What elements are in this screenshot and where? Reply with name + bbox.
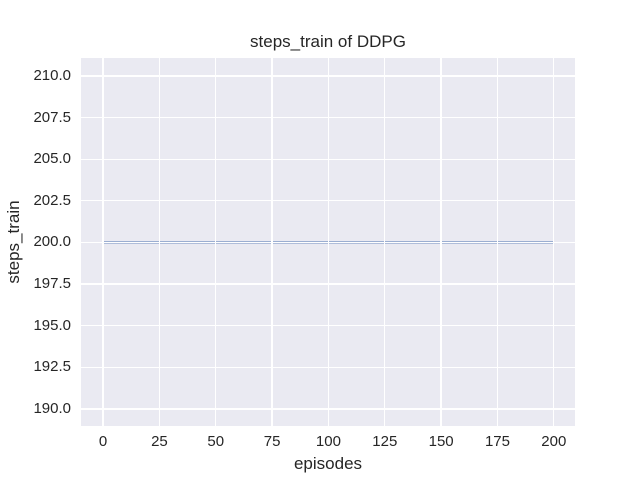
x-tick-label: 125 — [372, 433, 398, 450]
x-axis-label: episodes — [293, 454, 363, 473]
gridline-horizontal — [81, 116, 575, 119]
y-tick-label: 197.5 — [33, 275, 71, 293]
gridline-horizontal — [81, 241, 575, 244]
plot-area — [81, 58, 575, 426]
gridline-horizontal — [81, 366, 575, 368]
y-tick-label: 205.0 — [33, 150, 71, 168]
x-tick-label: 50 — [207, 433, 225, 450]
y-tick-label: 200.0 — [33, 233, 71, 251]
y-tick-label: 210.0 — [33, 66, 71, 84]
gridline-horizontal — [81, 158, 575, 160]
x-tick-label: 0 — [98, 433, 108, 450]
gridline-horizontal — [81, 75, 575, 77]
x-tick-label: 200 — [541, 433, 567, 450]
x-tick-label: 175 — [484, 433, 510, 450]
x-tick-label: 100 — [315, 433, 341, 450]
gridline-horizontal — [81, 200, 575, 202]
gridline-horizontal — [81, 283, 575, 285]
y-tick-label: 190.0 — [33, 399, 71, 417]
y-tick-label: 207.5 — [33, 108, 71, 126]
y-tick-label: 202.5 — [33, 191, 71, 209]
gridline-horizontal — [81, 324, 575, 327]
y-tick-label: 192.5 — [33, 358, 71, 376]
gridline-horizontal — [81, 408, 575, 410]
y-tick-label: 195.0 — [33, 316, 71, 334]
x-tick-label: 75 — [263, 433, 281, 450]
chart-title: steps_train of DDPG — [250, 32, 406, 51]
x-tick-label: 25 — [151, 433, 168, 450]
x-tick-label: 150 — [428, 433, 454, 450]
